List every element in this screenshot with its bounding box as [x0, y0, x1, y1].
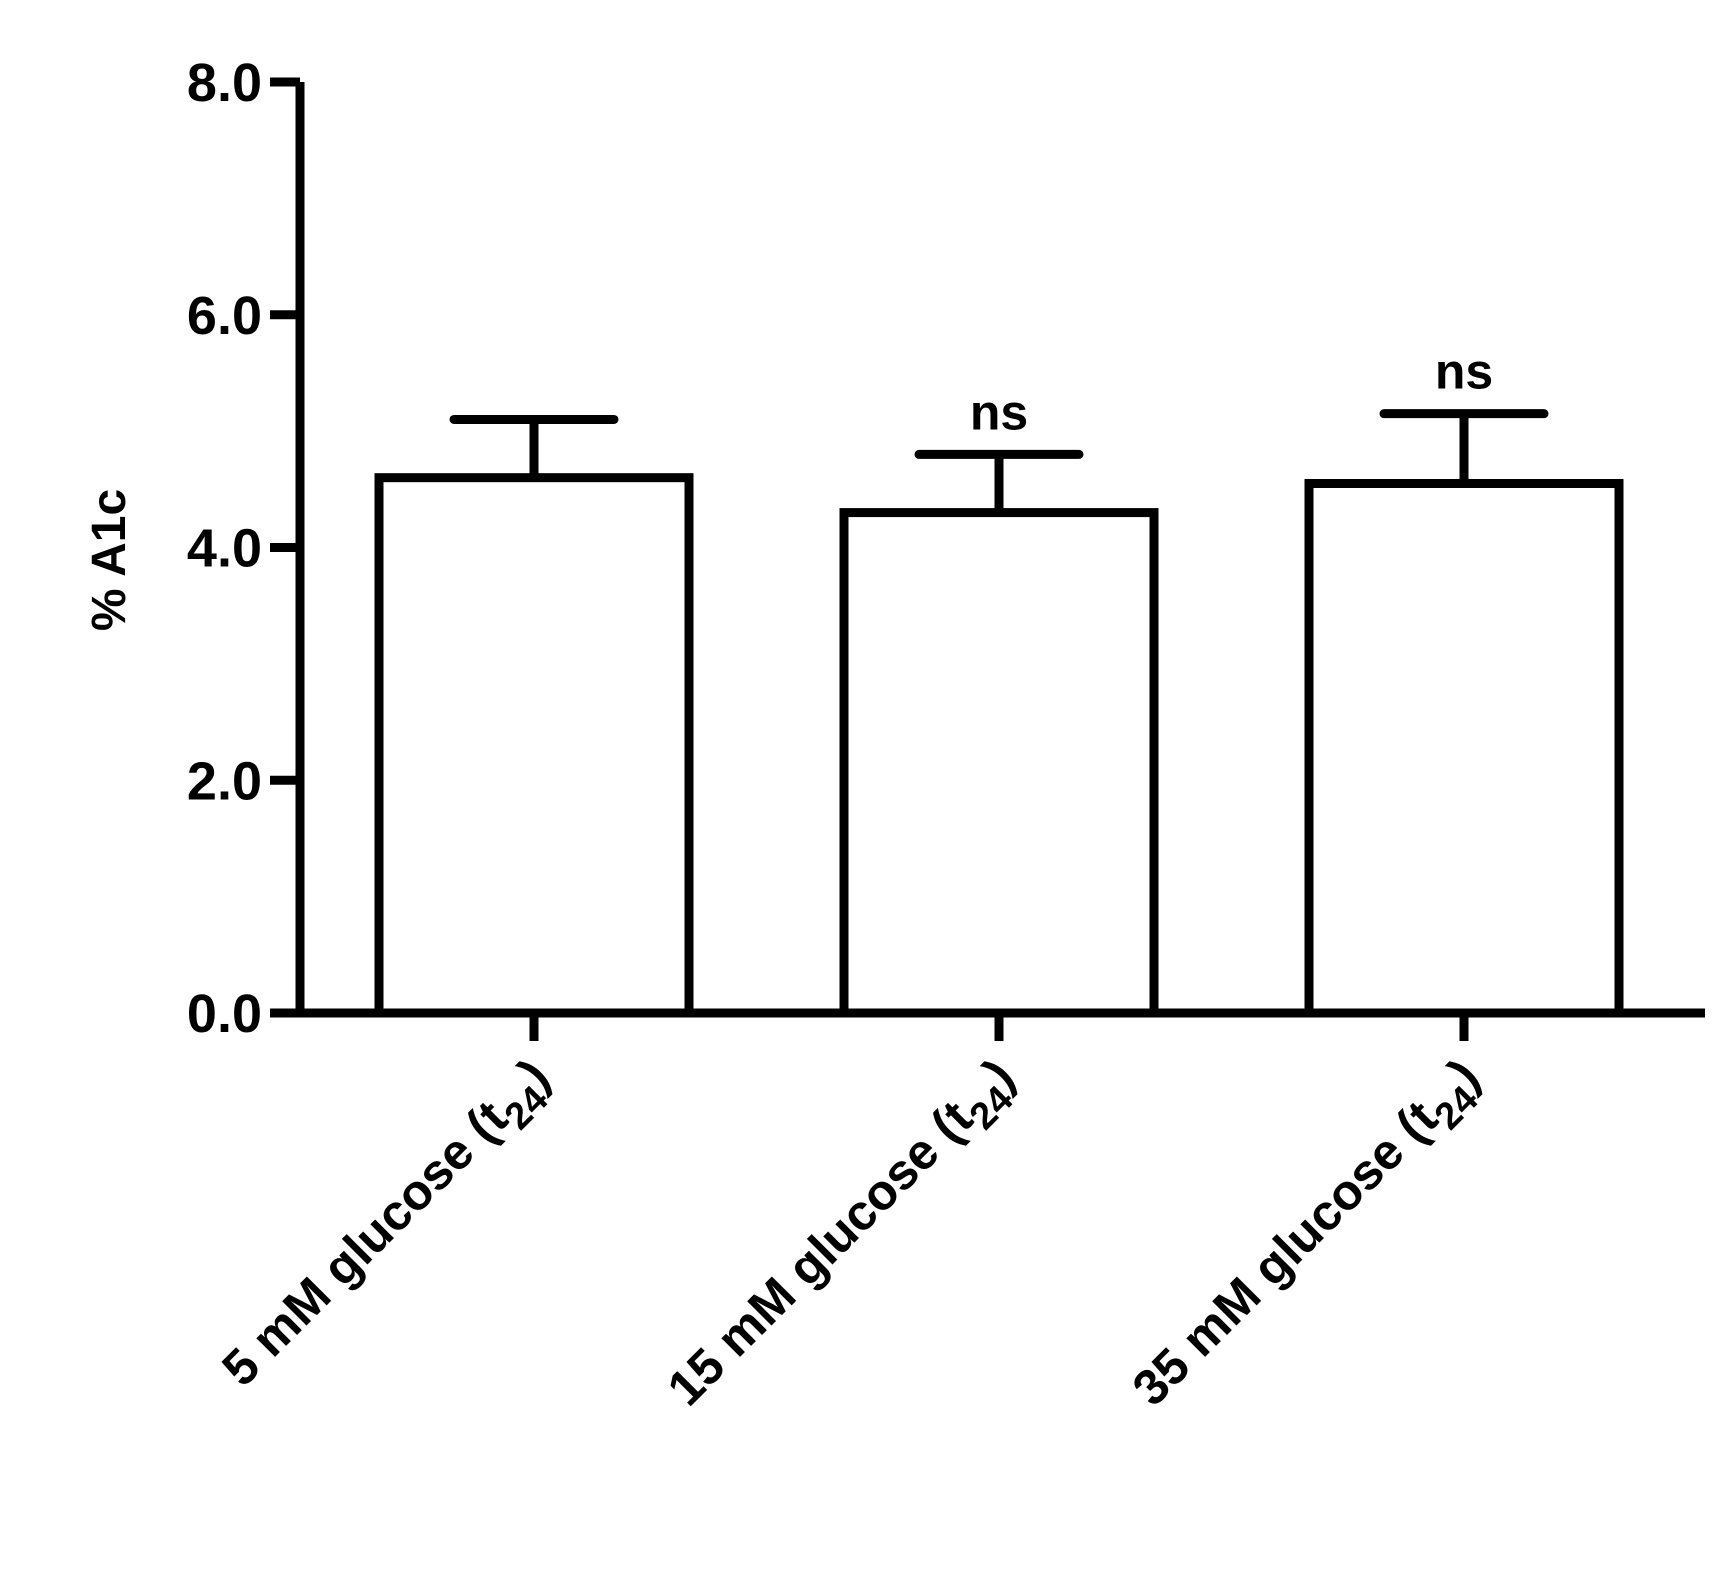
x-tick-label: 35 mM glucose (t24): [1122, 1048, 1499, 1425]
svg-text:15 mM glucose (t24): 15 mM glucose (t24): [657, 1048, 1034, 1425]
significance-label: ns: [970, 384, 1028, 440]
y-tick-label: 4.0: [187, 519, 262, 579]
bar: [1304, 478, 1624, 1018]
svg-text:5 mM glucose (t24): 5 mM glucose (t24): [211, 1048, 568, 1405]
bar: [374, 473, 694, 1018]
y-tick-label: 0.0: [187, 984, 262, 1044]
x-tick-labels: 5 mM glucose (t24)15 mM glucose (t24)35 …: [211, 1048, 1499, 1425]
svg-text:35 mM glucose (t24): 35 mM glucose (t24): [1122, 1048, 1499, 1425]
y-tick-label: 6.0: [187, 286, 262, 346]
bar: [839, 508, 1159, 1018]
bars: ns ns: [374, 344, 1624, 1018]
x-tick-label: 15 mM glucose (t24): [657, 1048, 1034, 1425]
y-tick-label: 2.0: [187, 751, 262, 811]
y-tick-label: 8.0: [187, 53, 262, 113]
x-tick-label: 5 mM glucose (t24): [211, 1048, 568, 1405]
significance-label: ns: [1435, 344, 1493, 400]
y-axis-label: % A1c: [83, 489, 136, 631]
